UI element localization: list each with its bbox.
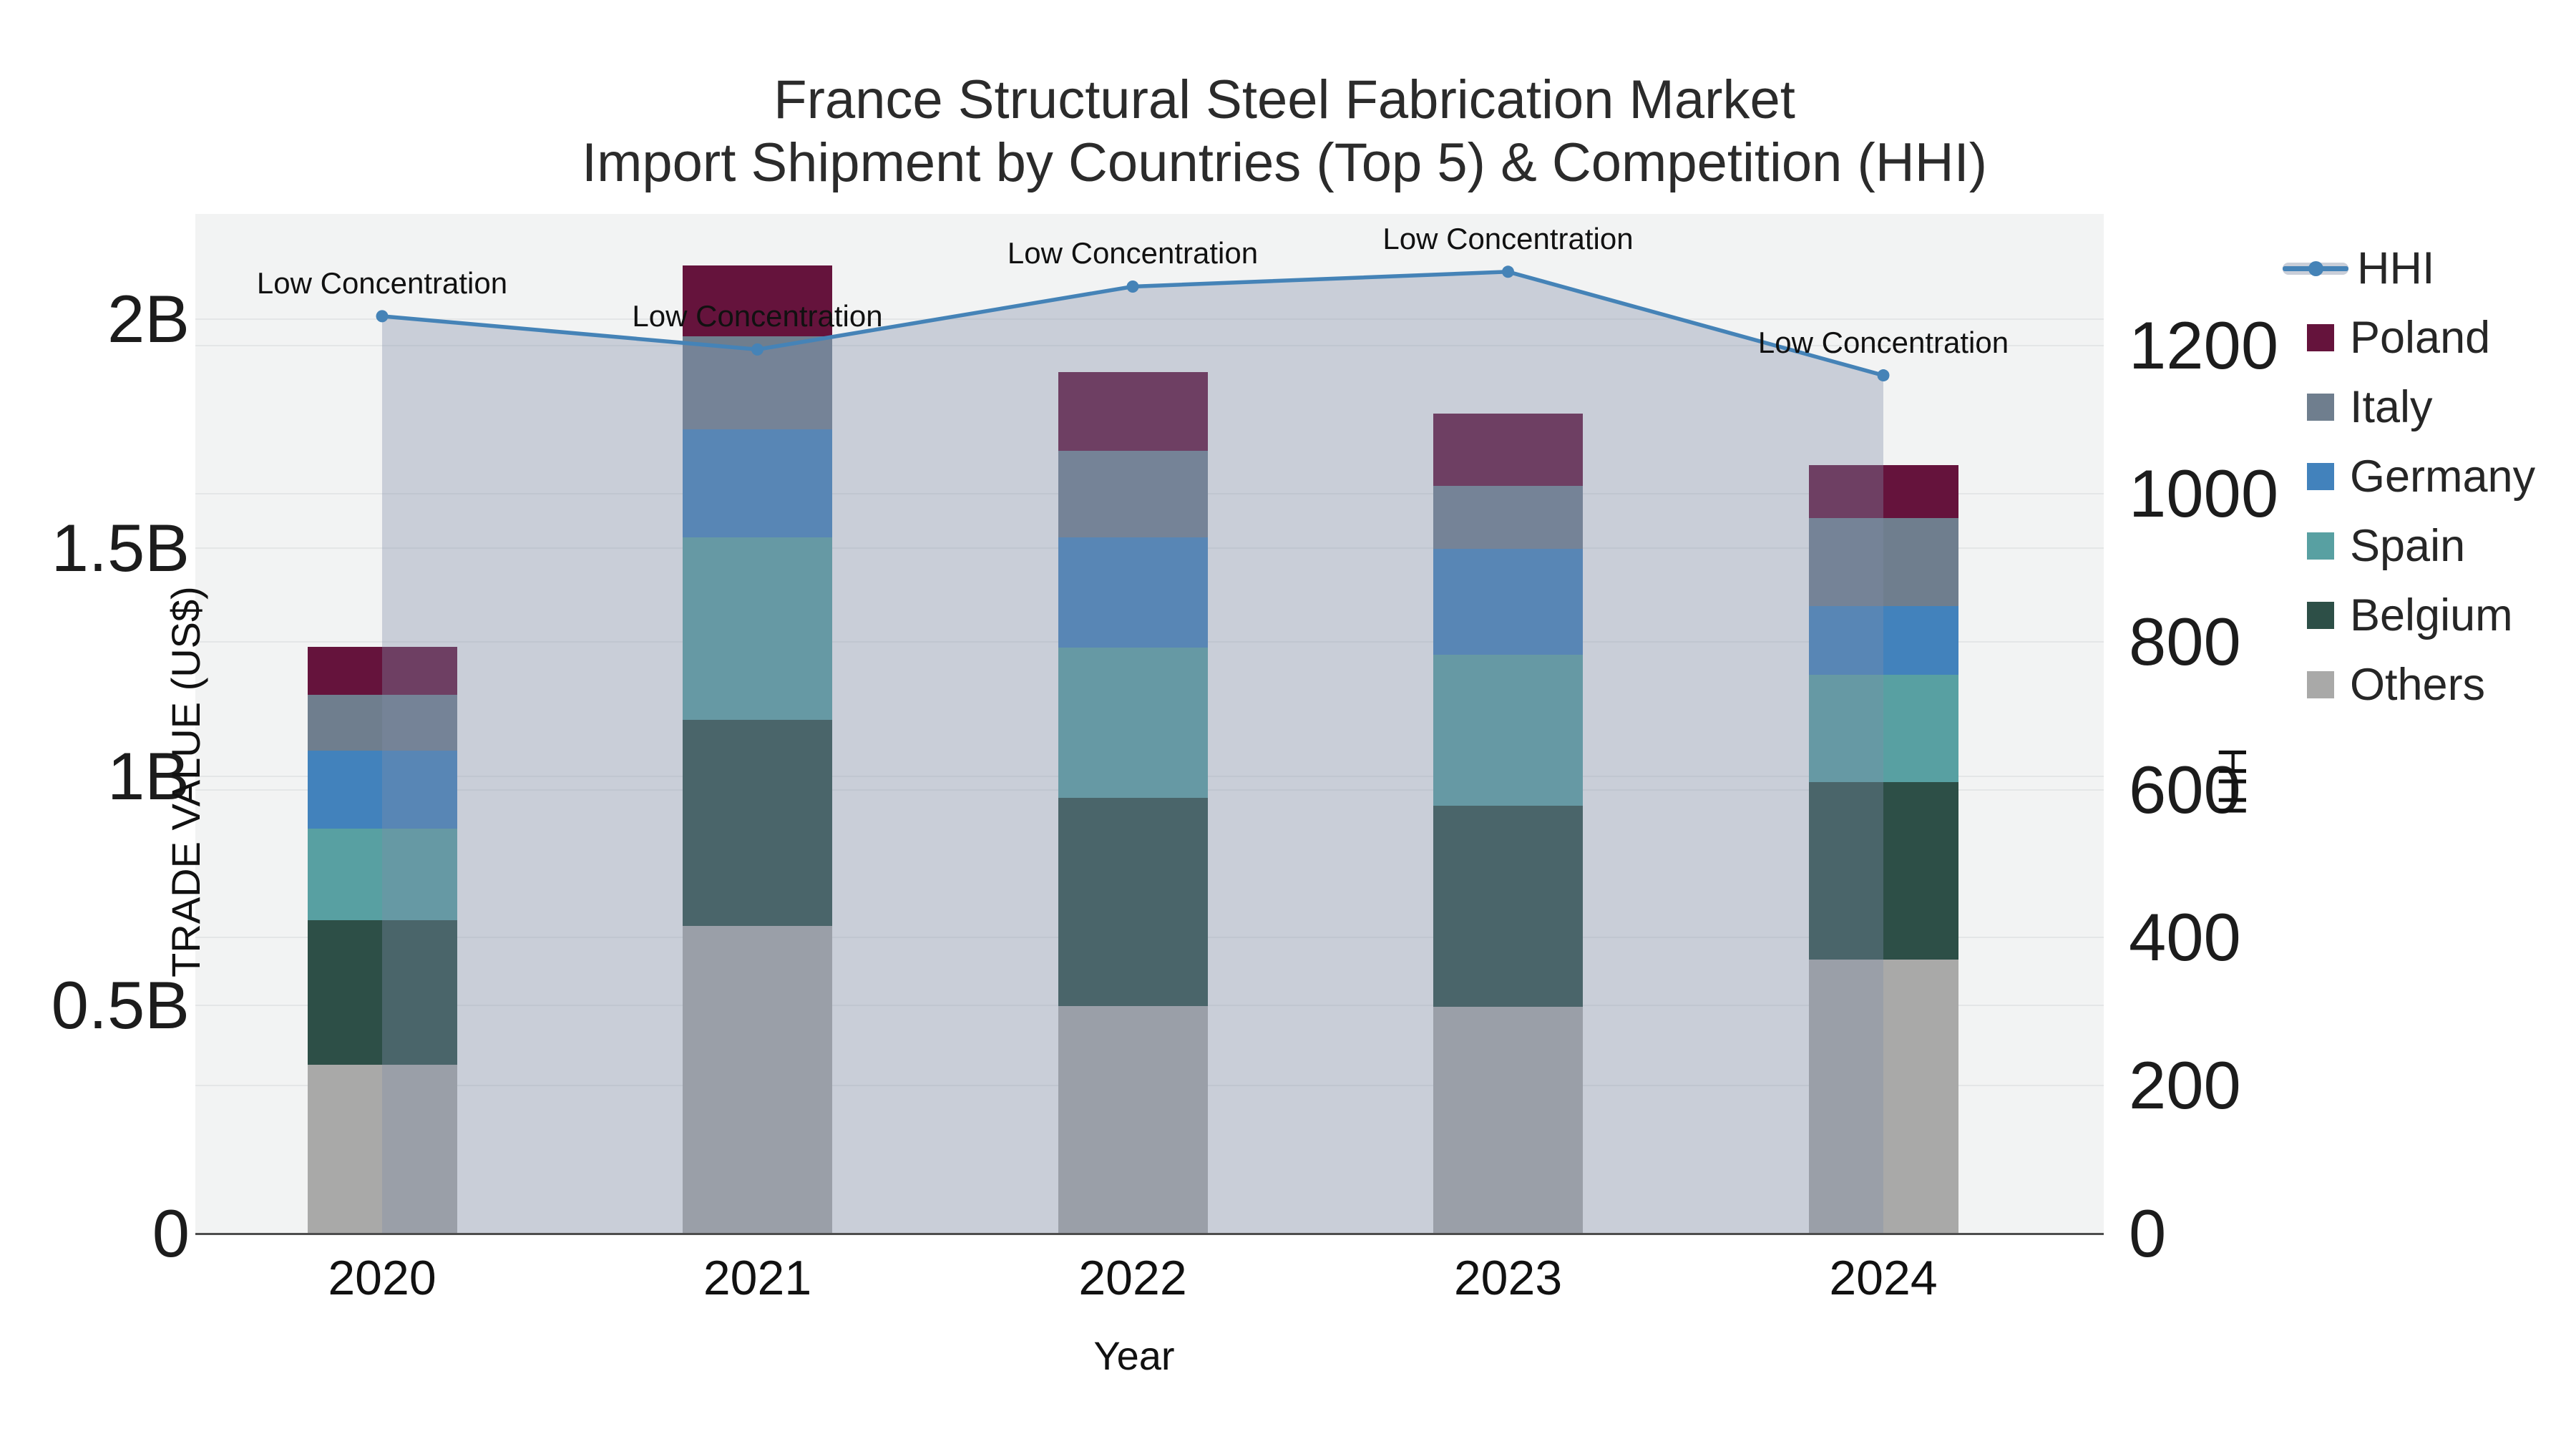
bar-segment-germany-2024 [1808,606,1958,675]
bar-segment-others-2024 [1808,960,1958,1234]
hhi-marker-2022 [1126,280,1139,293]
bar-segment-belgium-2024 [1808,782,1958,960]
y-right-axis-title: HHI [2210,747,2255,816]
chart-title-line1: France Structural Steel Fabrication Mark… [774,69,1795,130]
y-right-tick-400: 400 [2129,899,2241,975]
bar-segment-germany-2023 [1433,549,1583,655]
bar-segment-spain-2020 [307,829,457,920]
bar-segment-poland-2020 [307,647,457,696]
legend-item-poland[interactable]: Poland [2283,303,2535,372]
x-tick-2021: 2021 [703,1251,812,1305]
x-tick-2022: 2022 [1078,1251,1187,1305]
legend-swatch-poland [2307,323,2334,351]
hhi-marker-2020 [376,310,389,323]
bar-segment-spain-2022 [1058,647,1208,799]
bar-segment-others-2023 [1433,1007,1583,1234]
chart-title: France Structural Steel Fabrication Mark… [582,69,1987,195]
annotation-low-concentration-2023: Low Concentration [1382,221,1634,255]
x-tick-2024: 2024 [1829,1251,1938,1305]
y-right-tick-0: 0 [2129,1196,2167,1271]
bar-segment-others-2020 [307,1064,457,1234]
x-tick-2023: 2023 [1453,1251,1563,1305]
y-left-tick-1.5B: 1.5B [51,509,190,585]
bar-segment-germany-2021 [683,429,832,537]
y-left-tick-0.5B: 0.5B [51,967,190,1043]
legend-label-germany: Germany [2350,451,2536,502]
y-left-tick-1B: 1B [107,738,190,814]
hhi-marker-2023 [1502,265,1514,278]
bar-segment-belgium-2021 [683,719,832,926]
y-right-tick-800: 800 [2129,603,2241,679]
bar-segment-spain-2021 [683,537,832,720]
legend-swatch-spain [2307,532,2334,560]
legend-item-hhi[interactable]: HHI [2283,233,2535,303]
annotation-low-concentration-2024: Low Concentration [1757,325,2009,359]
bar-segment-italy-2020 [307,695,457,751]
bar-segment-italy-2022 [1058,451,1208,537]
bar-segment-germany-2022 [1058,537,1208,648]
annotation-low-concentration-2021: Low Concentration [632,299,883,333]
bar-segment-poland-2023 [1433,413,1583,487]
plot-area: Low Concentration Low Concentration Low Co… [195,214,2104,1235]
legend-item-belgium[interactable]: Belgium [2283,580,2535,650]
annotation-low-concentration-2020: Low Concentration [256,265,508,300]
gridline-left-axis [195,318,2104,320]
hhi-marker-2024 [1877,369,1890,382]
bar-segment-others-2022 [1058,1005,1208,1234]
legend-label-hhi: HHI [2357,243,2435,293]
y-left-tick-2B: 2B [107,281,190,356]
bar-segment-others-2021 [683,925,832,1234]
legend-label-spain: Spain [2350,520,2466,571]
x-axis-title: Year [1093,1333,1175,1378]
bar-segment-germany-2020 [307,750,457,829]
bar-segment-poland-2022 [1058,372,1208,452]
bar-segment-spain-2023 [1433,655,1583,806]
bar-segment-belgium-2020 [307,919,457,1065]
y-left-axis-title: TRADE VALUE (US$) [162,586,208,977]
legend-label-belgium: Belgium [2350,590,2513,640]
legend-item-others[interactable]: Others [2283,650,2535,719]
annotation-low-concentration-2022: Low Concentration [1007,236,1259,270]
y-right-tick-600: 600 [2129,751,2241,827]
legend-swatch-germany [2307,462,2334,490]
bar-segment-spain-2024 [1808,675,1958,783]
bar-segment-poland-2024 [1808,464,1958,518]
y-right-tick-1000: 1000 [2129,456,2279,531]
legend-item-germany[interactable]: Germany [2283,441,2535,511]
y-right-tick-1200: 1200 [2129,308,2279,384]
legend-label-poland: Poland [2350,312,2491,363]
legend-swatch-belgium [2307,601,2334,629]
legend-swatch-others [2307,670,2334,698]
y-right-tick-200: 200 [2129,1048,2241,1123]
legend-item-spain[interactable]: Spain [2283,511,2535,580]
chart-title-line2: Import Shipment by Countries (Top 5) & C… [581,132,1988,193]
x-axis-line [195,1233,2104,1235]
x-tick-2020: 2020 [328,1251,436,1305]
bar-segment-italy-2024 [1808,517,1958,607]
legend: HHI Poland Italy Germany Spain Belgium Others [2283,233,2535,719]
bar-segment-italy-2023 [1433,486,1583,550]
legend-item-italy[interactable]: Italy [2283,372,2535,441]
hhi-line-legend-icon [2283,258,2348,279]
y-left-tick-0: 0 [152,1196,190,1271]
hhi-line-marker-dot [2308,260,2323,276]
hhi-line [381,270,1884,378]
bar-segment-belgium-2022 [1058,798,1208,1006]
legend-label-others: Others [2350,659,2486,710]
legend-swatch-italy [2307,393,2334,421]
bar-segment-belgium-2023 [1433,805,1583,1008]
bar-segment-italy-2021 [683,336,832,429]
legend-label-italy: Italy [2350,381,2433,432]
